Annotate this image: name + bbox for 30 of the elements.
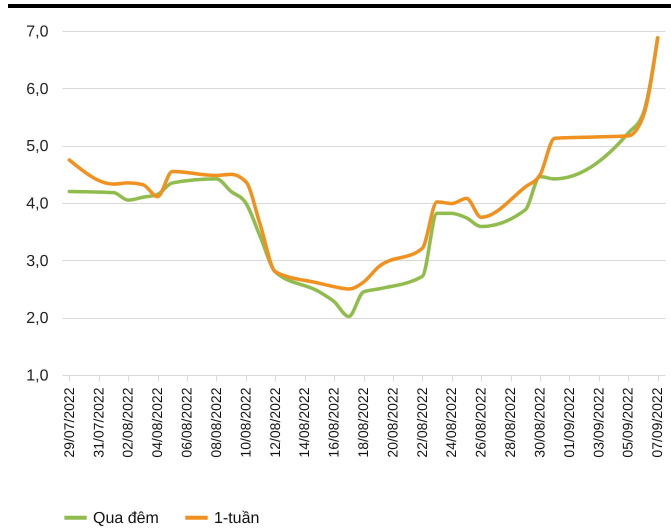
- y-tick-label: 5,0: [26, 138, 49, 156]
- x-tick-label: 20/08/2022: [384, 387, 400, 458]
- x-tick-label: 04/08/2022: [149, 387, 166, 458]
- x-tick-label: 29/07/2022: [60, 387, 77, 458]
- y-tick-label: 6,0: [26, 80, 49, 98]
- x-tick-label: 03/09/2022: [590, 387, 606, 458]
- y-tick-label: 2,0: [26, 310, 49, 328]
- x-tick-label: 24/08/2022: [443, 387, 460, 458]
- x-tick-label: 12/08/2022: [266, 387, 283, 458]
- x-tick-label: 07/09/2022: [649, 387, 666, 458]
- x-tick-label: 30/08/2022: [531, 387, 548, 458]
- y-tick-label: 1,0: [26, 368, 49, 384]
- legend-label: 1-tuần: [214, 510, 260, 527]
- x-tick-label: 05/09/2022: [620, 387, 636, 458]
- x-tick-label: 31/07/2022: [90, 387, 106, 458]
- x-tick-label: 16/08/2022: [326, 387, 342, 458]
- y-tick-label: 3,0: [26, 252, 49, 270]
- legend-label: Qua đêm: [93, 510, 159, 527]
- x-tick-label: 18/08/2022: [355, 387, 371, 458]
- x-tick-label: 22/08/2022: [414, 387, 430, 458]
- x-tick-label: 06/08/2022: [178, 387, 195, 458]
- y-tick-label: 7,0: [26, 24, 49, 40]
- x-tick-label: 02/08/2022: [120, 387, 136, 458]
- x-tick-label: 28/08/2022: [502, 387, 518, 458]
- x-tick-label: 01/09/2022: [560, 387, 577, 458]
- x-tick-label: 10/08/2022: [237, 387, 254, 458]
- x-tick-label: 14/08/2022: [296, 387, 312, 458]
- y-tick-label: 4,0: [26, 196, 49, 212]
- x-tick-label: 08/08/2022: [208, 387, 224, 458]
- x-tick-label: 26/08/2022: [472, 387, 489, 458]
